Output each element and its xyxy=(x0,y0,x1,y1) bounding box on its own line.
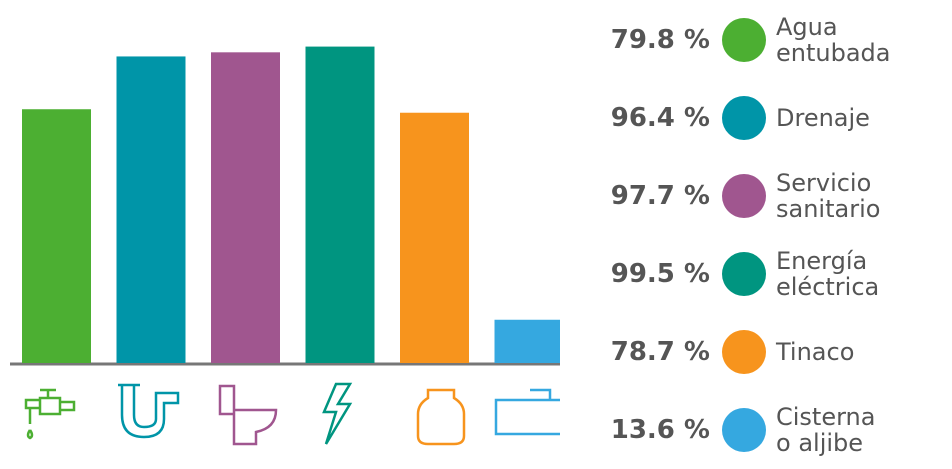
bar xyxy=(400,112,469,363)
value-label: 78.7 % xyxy=(610,337,710,367)
legend-swatch xyxy=(722,252,766,296)
icons xyxy=(24,382,560,446)
legend-label: Drenaje xyxy=(776,104,870,132)
legend-item: 96.4 % Drenaje xyxy=(560,79,952,157)
icon-toilet xyxy=(218,384,278,446)
legend-label: Agua entubada xyxy=(776,13,891,67)
icon-pipe xyxy=(118,383,180,439)
legend-item: 78.7 % Tinaco xyxy=(560,313,952,391)
legend-label: Tinaco xyxy=(776,338,855,366)
legend-label: Cisterna o aljibe xyxy=(776,403,876,457)
legend-swatch xyxy=(722,174,766,218)
legend-swatch xyxy=(722,96,766,140)
bar xyxy=(494,319,560,363)
plot xyxy=(10,46,560,446)
value-label: 79.8 % xyxy=(610,25,710,55)
legend-label: Servicio sanitario xyxy=(776,169,881,223)
icon-tank xyxy=(416,388,466,446)
legend-swatch xyxy=(722,18,766,62)
value-label: 99.5 % xyxy=(610,259,710,289)
legend-label: Energía eléctrica xyxy=(776,247,880,301)
icon-bolt xyxy=(322,382,353,445)
bar xyxy=(305,46,375,364)
bar xyxy=(116,56,186,363)
legend-item: 97.7 % Servicio sanitario xyxy=(560,157,952,235)
icon-faucet xyxy=(24,388,76,440)
legend-item: 79.8 % Agua entubada xyxy=(560,1,952,79)
value-label: 13.6 % xyxy=(610,415,710,445)
bar xyxy=(211,52,280,364)
legend-item: 99.5 % Energía eléctrica xyxy=(560,235,952,313)
bar xyxy=(22,109,91,364)
value-label: 96.4 % xyxy=(610,103,710,133)
legend-item: 13.6 % Cisterna o aljibe xyxy=(560,391,952,469)
value-label: 97.7 % xyxy=(610,181,710,211)
legend-swatch xyxy=(722,330,766,374)
icon-cistern xyxy=(494,388,560,436)
legend-swatch xyxy=(722,408,766,452)
